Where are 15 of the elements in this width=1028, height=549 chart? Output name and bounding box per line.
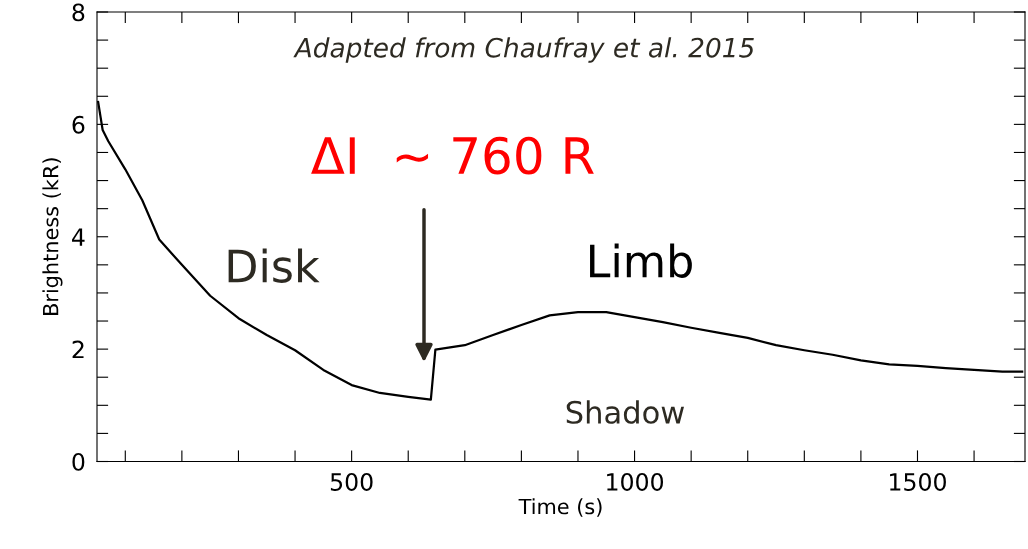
x-tick-label: 1000 (607, 473, 664, 491)
x-tick-label: 500 (330, 473, 373, 491)
annotation: ΔI ~ 760 R (311, 136, 594, 175)
y-tick-label: 8 (72, 3, 85, 22)
y-tick-label: 4 (72, 228, 85, 246)
annotation: Adapted from Chaufray et al. 2015 (293, 37, 754, 63)
x-axis-title: Time (s) (518, 498, 602, 517)
annotation: Shadow (566, 400, 684, 424)
y-axis-title: Brightness (kR) (42, 158, 63, 315)
y-tick-label: 2 (72, 340, 84, 359)
y-tick-label: 0 (72, 452, 85, 471)
annotation: Limb (590, 243, 692, 278)
annotation: Disk (228, 248, 320, 283)
x-tick-label: 1500 (890, 473, 946, 491)
y-tick-label: 6 (72, 115, 85, 134)
